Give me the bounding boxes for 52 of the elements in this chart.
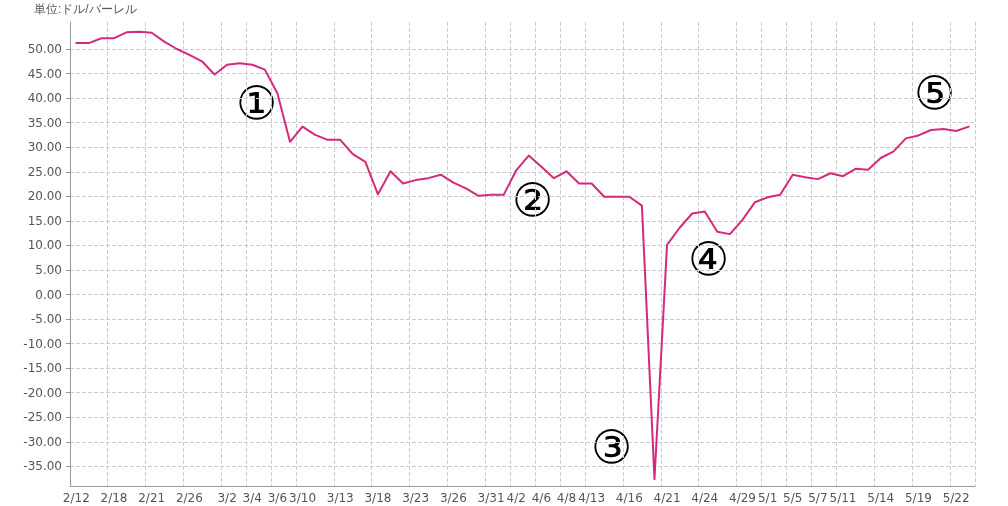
y-tick-label: -20.00 [23, 385, 62, 400]
x-tick-label: 5/7 [808, 491, 828, 505]
x-tick-label: 3/31 [477, 491, 505, 505]
x-tick-label: 3/23 [402, 491, 430, 505]
x-tick-label: 3/18 [364, 491, 392, 505]
x-tick-label: 4/24 [691, 491, 719, 505]
x-tick-label: 5/1 [757, 491, 778, 505]
line-series [75, 30, 970, 481]
y-tick-label: 30.00 [27, 140, 62, 155]
x-tick-label: 2/26 [175, 491, 203, 505]
x-tick-label: 3/13 [326, 491, 354, 505]
x-tick-label: 4/8 [556, 491, 577, 505]
annotation: ② [512, 173, 554, 227]
x-tick-label: 5/14 [867, 491, 895, 505]
x-tick-label: 4/29 [728, 491, 756, 505]
y-tick-label: 10.00 [27, 238, 62, 253]
x-tick-label: 5/11 [829, 491, 857, 505]
x-tick-label: 3/26 [439, 491, 467, 505]
x-tick-label: 4/21 [653, 491, 681, 505]
y-tick-label: 0.00 [35, 287, 62, 302]
y-tick-label: 25.00 [27, 164, 62, 179]
y-tick-label: -5.00 [30, 312, 62, 327]
annotation: ③ [591, 420, 633, 474]
y-tick-label: -10.00 [23, 336, 62, 351]
annotation: ④ [688, 232, 730, 286]
y-tick-label: 45.00 [27, 66, 62, 81]
x-tick-label: 4/2 [506, 491, 526, 505]
x-tick-label: 2/18 [100, 491, 128, 505]
y-tick-label: 35.00 [27, 115, 62, 130]
x-tick-label: 2/12 [62, 491, 90, 505]
y-tick-label: 5.00 [35, 262, 62, 277]
y-tick-label: -25.00 [23, 410, 62, 425]
y-tick-label: 40.00 [27, 91, 62, 106]
x-tick-label: 3/4 [242, 491, 262, 505]
y-tick-label: 20.00 [27, 189, 62, 204]
x-tick-label: 3/10 [289, 491, 317, 505]
x-tick-label: 4/16 [615, 491, 643, 505]
y-tick-label: 50.00 [27, 42, 62, 57]
y-tick-label: -30.00 [23, 434, 62, 449]
y-tick-label: -15.00 [23, 361, 62, 376]
x-tick-label: 3/2 [217, 491, 237, 505]
y-tick-label: -35.00 [23, 459, 62, 474]
annotation: ⑤ [914, 66, 956, 120]
y-axis-title: 単位:ドル/バーレル [34, 2, 137, 16]
x-tick-label: 4/6 [531, 491, 552, 505]
x-tick-label: 5/5 [783, 491, 803, 505]
x-tick-label: 5/19 [904, 491, 932, 505]
x-tick-label: 3/6 [267, 491, 288, 505]
x-tick-label: 2/21 [138, 491, 166, 505]
x-tick-label: 4/13 [578, 491, 606, 505]
y-tick-label: 15.00 [27, 213, 62, 228]
x-tick-label: 5/22 [942, 491, 970, 505]
